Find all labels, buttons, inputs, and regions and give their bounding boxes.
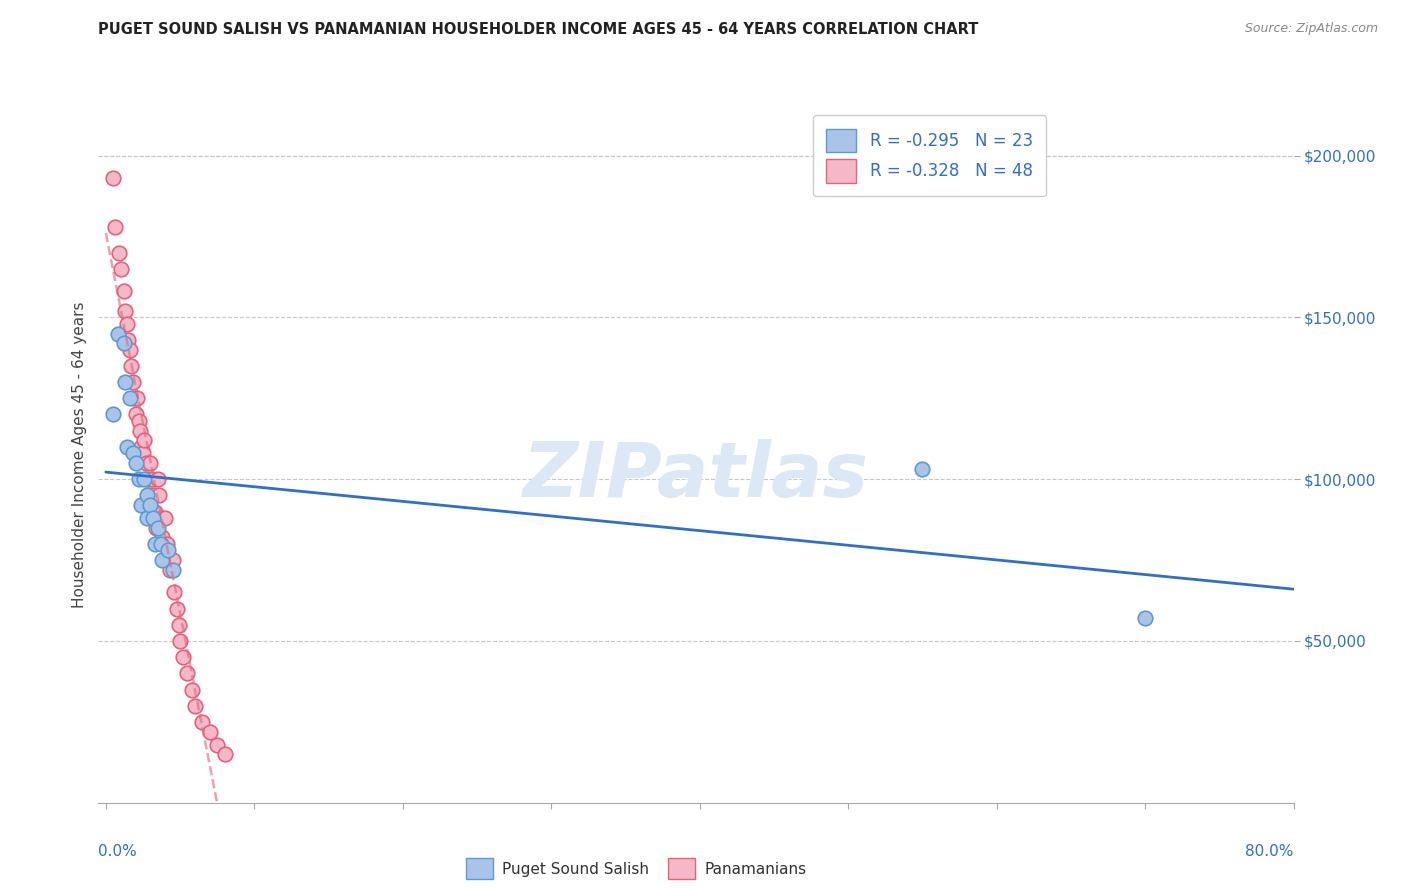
Point: [142, 488, 165, 502]
Point: [143, 504, 166, 518]
Point: [118, 343, 141, 357]
Point: [134, 472, 156, 486]
Point: [129, 424, 152, 438]
Point: [150, 531, 173, 545]
Point: [103, 408, 125, 422]
Point: [134, 434, 156, 448]
Point: [132, 446, 155, 460]
Point: [167, 617, 190, 632]
Point: [172, 650, 194, 665]
Text: 80.0%: 80.0%: [1246, 845, 1294, 859]
Point: [157, 553, 180, 567]
Point: [205, 738, 228, 752]
Point: [162, 553, 184, 567]
Point: [1133, 611, 1156, 625]
Point: [176, 666, 198, 681]
Point: [139, 456, 162, 470]
Point: [115, 317, 138, 331]
Point: [125, 392, 148, 406]
Point: [108, 245, 131, 260]
Point: [148, 488, 170, 502]
Text: PUGET SOUND SALISH VS PANAMANIAN HOUSEHOLDER INCOME AGES 45 - 64 YEARS CORRELATI: PUGET SOUND SALISH VS PANAMANIAN HOUSEHO…: [98, 22, 979, 37]
Point: [121, 375, 143, 389]
Point: [136, 511, 159, 525]
Point: [162, 563, 184, 577]
Point: [107, 326, 129, 341]
Point: [141, 472, 163, 486]
Point: [121, 446, 143, 460]
Point: [124, 456, 146, 470]
Point: [103, 171, 125, 186]
Point: [145, 521, 167, 535]
Text: ZIPatlas: ZIPatlas: [523, 439, 869, 513]
Point: [122, 392, 145, 406]
Point: [146, 472, 169, 486]
Point: [166, 601, 188, 615]
Point: [139, 498, 162, 512]
Point: [110, 261, 132, 276]
Point: [143, 537, 166, 551]
Point: [115, 440, 138, 454]
Point: [155, 511, 177, 525]
Point: [142, 511, 165, 525]
Point: [112, 336, 135, 351]
Text: 0.0%: 0.0%: [98, 845, 138, 859]
Point: [135, 456, 157, 470]
Point: [114, 375, 136, 389]
Point: [104, 219, 127, 234]
Point: [157, 543, 180, 558]
Point: [156, 537, 179, 551]
Point: [149, 511, 172, 525]
Point: [214, 747, 236, 762]
Point: [138, 488, 160, 502]
Point: [128, 414, 150, 428]
Point: [184, 698, 207, 713]
Point: [911, 462, 934, 476]
Point: [124, 408, 146, 422]
Point: [112, 285, 135, 299]
Point: [198, 724, 221, 739]
Y-axis label: Householder Income Ages 45 - 64 years: Householder Income Ages 45 - 64 years: [72, 301, 87, 608]
Point: [114, 304, 136, 318]
Point: [169, 634, 191, 648]
Point: [131, 498, 153, 512]
Point: [181, 682, 204, 697]
Point: [150, 553, 173, 567]
Point: [128, 472, 150, 486]
Point: [131, 440, 153, 454]
Point: [159, 563, 181, 577]
Point: [149, 537, 172, 551]
Point: [146, 521, 169, 535]
Point: [163, 585, 186, 599]
Legend: Puget Sound Salish, Panamanians: Puget Sound Salish, Panamanians: [460, 852, 813, 886]
Point: [191, 714, 214, 729]
Point: [136, 488, 159, 502]
Point: [120, 359, 142, 373]
Point: [117, 333, 139, 347]
Point: [118, 392, 141, 406]
Text: Source: ZipAtlas.com: Source: ZipAtlas.com: [1244, 22, 1378, 36]
Point: [136, 472, 159, 486]
